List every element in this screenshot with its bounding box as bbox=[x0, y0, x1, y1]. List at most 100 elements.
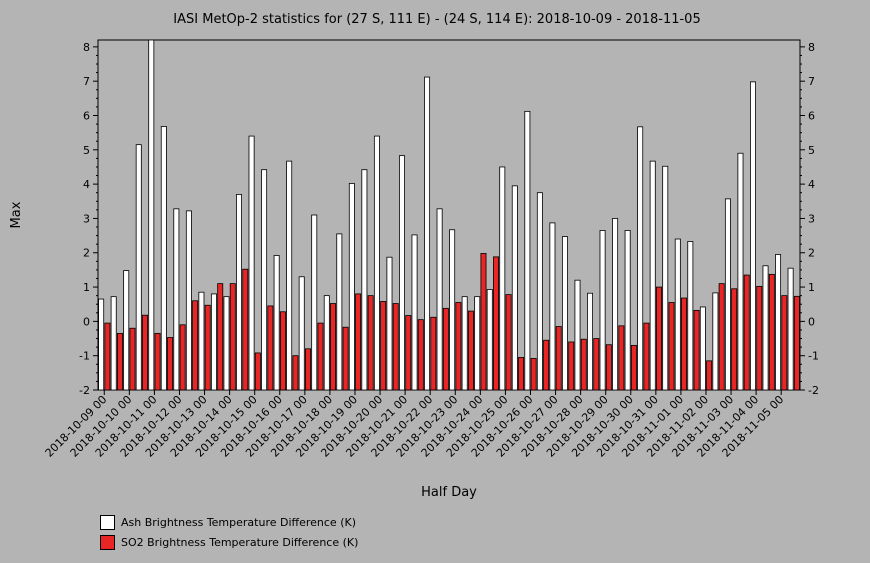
y-tick-label-left: 6 bbox=[83, 109, 90, 122]
ash-bar bbox=[436, 208, 443, 391]
ash-bar bbox=[135, 144, 142, 391]
ash-bar bbox=[699, 306, 706, 391]
so2-bar bbox=[367, 295, 374, 391]
y-tick-label-right: 8 bbox=[808, 41, 815, 54]
so2-bar bbox=[518, 357, 525, 391]
y-tick-label-left: 1 bbox=[83, 281, 90, 294]
so2-bar bbox=[279, 311, 286, 391]
ash-bar bbox=[524, 110, 531, 391]
so2-bar bbox=[116, 332, 123, 391]
so2-bar bbox=[392, 303, 399, 391]
ash-bar bbox=[173, 208, 180, 391]
so2-bar bbox=[330, 303, 337, 391]
ash-bar bbox=[549, 222, 556, 391]
so2-bar bbox=[793, 295, 800, 391]
ash-bar bbox=[236, 194, 242, 391]
so2-bar bbox=[229, 283, 236, 391]
y-tick-label-right: 2 bbox=[808, 247, 815, 260]
so2-bar bbox=[292, 355, 299, 391]
ash-bar bbox=[737, 152, 744, 391]
so2-bar bbox=[442, 307, 449, 391]
plot-frame bbox=[97, 39, 801, 391]
so2-bar bbox=[656, 286, 662, 391]
so2-bar bbox=[142, 314, 148, 391]
so2-bar bbox=[192, 300, 199, 391]
ash-bar bbox=[210, 293, 217, 391]
ash-bar bbox=[411, 234, 418, 391]
ash-bar bbox=[649, 160, 656, 391]
so2-bar bbox=[305, 348, 311, 391]
so2-bar bbox=[317, 322, 324, 391]
ash-bar bbox=[198, 291, 205, 391]
ash-bar bbox=[336, 233, 343, 391]
so2-bar bbox=[104, 322, 111, 391]
so2-bar bbox=[605, 344, 612, 391]
ash-bar bbox=[323, 295, 330, 391]
so2-bar bbox=[618, 325, 625, 391]
ash-bar bbox=[148, 39, 155, 391]
legend: Ash Brightness Temperature Difference (K… bbox=[100, 512, 358, 552]
so2-bar bbox=[743, 274, 750, 391]
ash-bar bbox=[348, 183, 355, 391]
legend-label-so2: SO2 Brightness Temperature Difference (K… bbox=[121, 535, 359, 549]
ash-bar bbox=[361, 169, 368, 391]
ash-bar bbox=[110, 296, 117, 391]
so2-bar bbox=[630, 344, 637, 391]
y-tick-label-right: -1 bbox=[808, 350, 819, 363]
so2-bar bbox=[342, 326, 349, 391]
ash-bar bbox=[223, 296, 230, 391]
ash-bar bbox=[612, 218, 619, 391]
so2-bar bbox=[480, 253, 487, 391]
y-tick-label-left: -2 bbox=[79, 384, 90, 397]
so2-bar bbox=[530, 358, 537, 391]
x-axis-label: Half Day bbox=[421, 485, 477, 500]
y-tick-label-right: 4 bbox=[808, 178, 815, 191]
ash-bar bbox=[424, 76, 431, 391]
so2-bar bbox=[568, 341, 575, 391]
ash-bar bbox=[662, 165, 669, 391]
ash-bar bbox=[561, 236, 568, 391]
ash-bar bbox=[298, 276, 305, 391]
ash-bar bbox=[386, 256, 393, 391]
so2-bar bbox=[455, 302, 462, 391]
so2-bar bbox=[405, 315, 412, 391]
ash-bar bbox=[499, 166, 506, 391]
so2-bar bbox=[718, 283, 725, 391]
y-tick-label-right: -2 bbox=[808, 384, 819, 397]
ash-bar bbox=[750, 81, 756, 391]
ash-bar bbox=[775, 254, 782, 391]
ash-bar bbox=[712, 292, 719, 391]
so2-bar bbox=[668, 302, 675, 391]
ash-bar bbox=[449, 229, 456, 391]
so2-bar bbox=[467, 310, 474, 391]
so2-bar bbox=[693, 309, 700, 391]
y-tick-label-left: 2 bbox=[83, 247, 90, 260]
ash-bar bbox=[399, 155, 405, 391]
so2-bar bbox=[254, 352, 261, 391]
legend-swatch-so2 bbox=[100, 534, 115, 550]
so2-bar bbox=[681, 297, 688, 391]
so2-bar bbox=[242, 268, 249, 391]
so2-bar bbox=[154, 332, 161, 391]
y-tick-label-left: 3 bbox=[83, 212, 90, 225]
y-tick-label-left: 5 bbox=[83, 144, 90, 157]
y-tick-label-left: 7 bbox=[83, 75, 90, 88]
ash-bar bbox=[261, 169, 268, 391]
ash-bar bbox=[123, 270, 130, 391]
so2-bar bbox=[593, 338, 600, 391]
ash-bar bbox=[762, 265, 769, 391]
y-tick-label-right: 7 bbox=[808, 75, 815, 88]
y-tick-label-left: 8 bbox=[83, 41, 90, 54]
ash-bar bbox=[160, 126, 167, 391]
ash-bar bbox=[461, 296, 468, 391]
so2-bar bbox=[756, 285, 763, 391]
y-tick-label-right: 1 bbox=[808, 281, 815, 294]
so2-bar bbox=[781, 295, 788, 391]
so2-bar bbox=[167, 337, 174, 391]
ash-bar bbox=[674, 238, 681, 391]
ash-bar bbox=[311, 214, 318, 391]
so2-bar bbox=[355, 293, 362, 391]
ash-bar bbox=[185, 210, 192, 391]
ash-bar bbox=[624, 230, 631, 391]
